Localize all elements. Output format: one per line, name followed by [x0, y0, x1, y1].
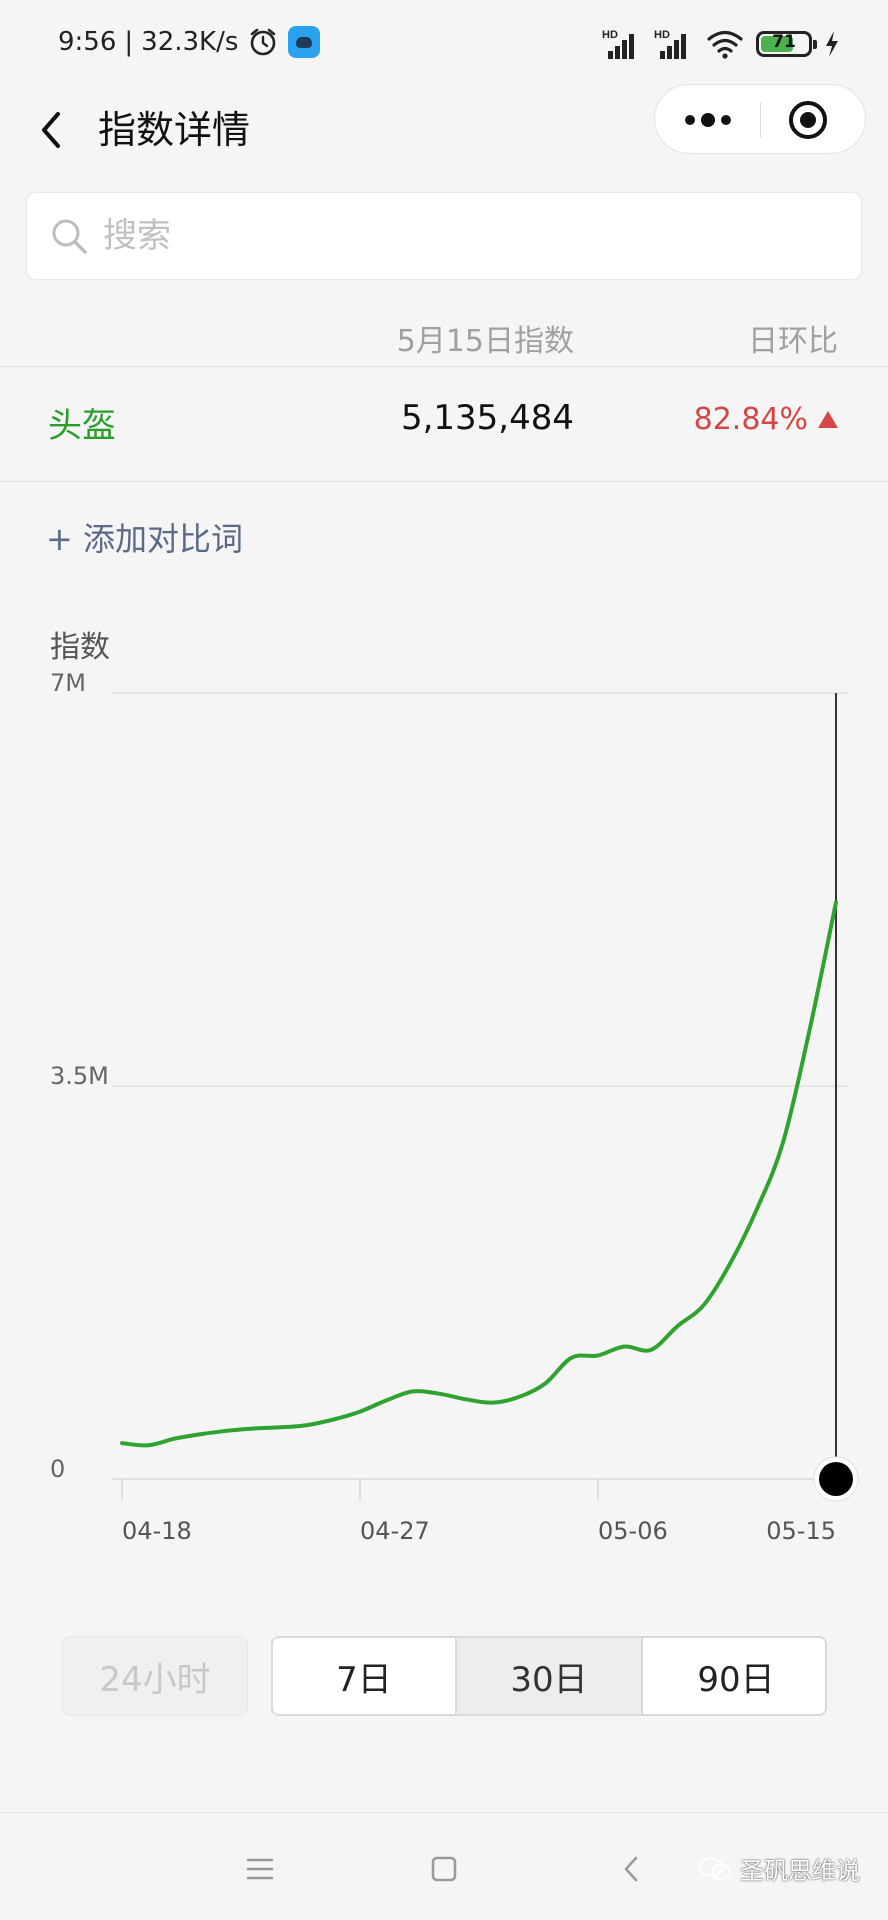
x-tick-label: 04-18: [122, 1517, 192, 1540]
index-chart[interactable]: 指数 7M 3.5M 0 04-18 04-27 05-06 05-15: [0, 600, 888, 1540]
range-7d-button[interactable]: 7日: [273, 1638, 457, 1714]
divider: [0, 481, 888, 482]
nav-bar: 指数详情: [0, 84, 888, 208]
svg-text:HD: HD: [602, 29, 618, 41]
x-tick-label: 05-15: [766, 1517, 836, 1540]
highlight-marker: [819, 1462, 853, 1496]
battery-level: 71: [772, 32, 796, 52]
signal-1-icon: HD: [602, 29, 634, 59]
y-tick-label: 3.5M: [50, 1062, 109, 1090]
date-index-label: 5月15日指数: [396, 324, 574, 359]
time-range-selector: 24小时 7日 30日 90日: [62, 1636, 827, 1716]
search-input[interactable]: [103, 216, 803, 256]
home-icon[interactable]: [424, 1849, 464, 1889]
keyword-row[interactable]: 头盔 5,135,484 82.84%: [0, 368, 888, 480]
close-mini-program-button[interactable]: [761, 85, 865, 155]
watermark-text: 圣矾思维说: [740, 1857, 860, 1885]
y-tick-label: 7M: [50, 669, 86, 697]
divider: [0, 366, 888, 367]
y-tick-label: 0: [50, 1455, 65, 1483]
battery-icon: 71: [756, 31, 817, 57]
system-nav-bar: 圣矾思维说: [0, 1812, 888, 1920]
chart-y-title: 指数: [50, 630, 110, 665]
add-compare-word-button[interactable]: + 添加对比词: [46, 520, 243, 558]
range-24h-button[interactable]: 24小时: [62, 1636, 248, 1716]
mini-program-capsule: [654, 84, 866, 154]
menu-icon[interactable]: [240, 1849, 280, 1889]
range-30d-button[interactable]: 30日: [457, 1638, 643, 1714]
series-line: [120, 900, 838, 1448]
status-time: 9:56: [58, 27, 117, 57]
range-segment-control: 7日 30日 90日: [271, 1636, 827, 1716]
status-right: HD HD 71: [602, 24, 840, 64]
battery-fill: [761, 36, 793, 52]
wechat-icon: [699, 1856, 731, 1880]
capsule-divider: [760, 102, 761, 138]
x-tick-label: 05-06: [598, 1517, 668, 1540]
signal-2-icon: HD: [654, 29, 686, 59]
search-icon: [52, 219, 87, 254]
page-title: 指数详情: [98, 108, 251, 152]
summary-header: 5月15日指数 日环比: [0, 306, 888, 366]
status-net-speed: 32.3K/s: [141, 27, 239, 57]
change-percent: 82.84%: [693, 402, 808, 437]
chart-canvas[interactable]: 7M 3.5M 0 04-18 04-27 05-06 05-15: [0, 600, 888, 1540]
change-value: 82.84%: [694, 402, 838, 437]
alarm-icon: [251, 28, 276, 56]
charging-icon: [826, 31, 838, 57]
day-over-day-label: 日环比: [748, 324, 838, 359]
back-nav-icon[interactable]: [612, 1849, 652, 1889]
index-value: 5,135,484: [400, 398, 574, 438]
wifi-icon: [707, 30, 743, 59]
x-tick-label: 04-27: [360, 1517, 430, 1540]
app-notification-icon: [288, 26, 321, 58]
keyword-label: 头盔: [48, 406, 116, 446]
status-bar: 9:56 | 32.3K/s HD HD: [0, 0, 888, 84]
watermark: 圣矾思维说: [698, 1851, 860, 1886]
search-box[interactable]: [26, 192, 862, 280]
status-separator: |: [124, 27, 134, 57]
more-menu-button[interactable]: [655, 85, 759, 155]
status-left: 9:56 | 32.3K/s: [58, 22, 321, 62]
range-90d-button[interactable]: 90日: [643, 1638, 825, 1714]
svg-text:HD: HD: [654, 29, 670, 41]
up-arrow-icon: [818, 411, 838, 428]
back-button[interactable]: [28, 98, 76, 162]
